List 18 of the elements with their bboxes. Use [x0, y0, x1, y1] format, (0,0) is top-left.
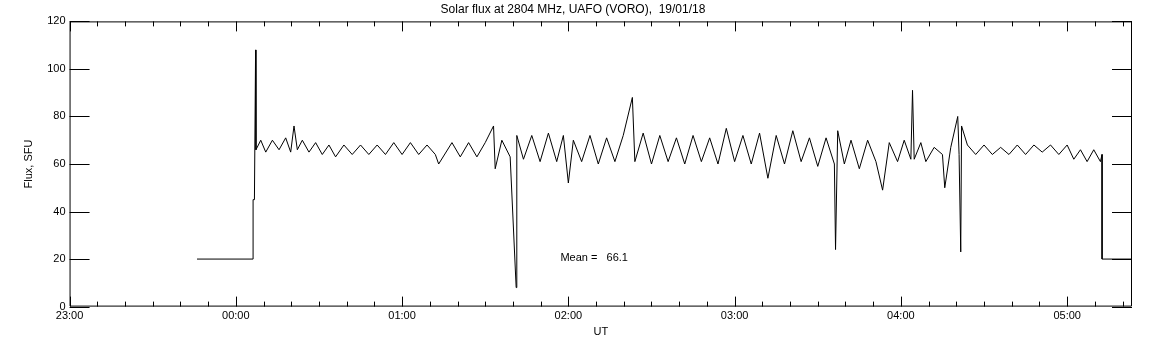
- x-tick-label: 01:00: [388, 309, 416, 322]
- y-tick-label: 100: [47, 61, 66, 74]
- y-tick-label: 80: [53, 109, 66, 122]
- y-tick-label: 20: [53, 252, 66, 265]
- x-tick-label: 03:00: [720, 309, 749, 322]
- x-tick-label: 23:00: [55, 309, 84, 322]
- x-tick-label: 04:00: [887, 309, 915, 322]
- y-axis-title: Flux, SFU: [21, 139, 34, 189]
- y-tick-label: 0: [59, 299, 66, 312]
- x-tick-label: 05:00: [1053, 309, 1081, 322]
- chart-title: Solar flux at 2804 MHz, UAFO (VORO), 19/01/18: [440, 1, 706, 16]
- x-tick-label: 02:00: [554, 309, 583, 322]
- x-tick-label: 00:00: [222, 309, 250, 322]
- y-tick-label: 120: [47, 14, 66, 27]
- y-tick-label: 60: [53, 157, 66, 170]
- annotation: Mean = 66.1: [560, 251, 628, 264]
- x-axis-title: UT: [593, 325, 609, 338]
- y-tick-label: 40: [53, 204, 66, 217]
